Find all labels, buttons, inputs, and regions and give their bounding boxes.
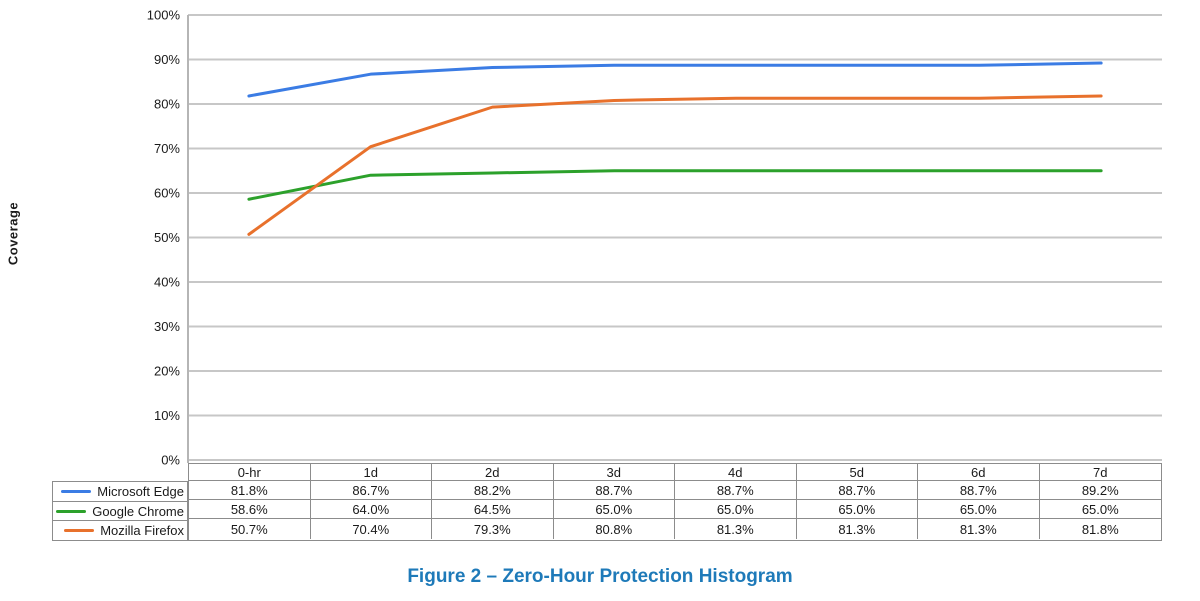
table-header-cell: 6d [918,464,1040,481]
chart-data-table: 0-hr 1d 2d 3d 4d 5d 6d 7d 81.8% 86.7% 88.2% 88.7% 88… [188,463,1162,541]
table-value-cell: 65.0% [918,500,1040,519]
table-value-cell: 64.5% [432,500,554,519]
y-tick-label: 60% [154,186,180,201]
table-value-cell: 50.7% [189,519,311,539]
table-value-cell: 80.8% [554,519,675,539]
table-header-cell: 2d [432,464,554,481]
legend-item-microsoft-edge: Microsoft Edge [53,482,187,502]
table-value-cell: 88.7% [553,481,675,500]
table-value-cell: 81.8% [1081,521,1119,537]
y-tick-label: 20% [154,364,180,379]
legend-line-swatch [61,489,92,493]
legend-line-swatch [64,529,95,533]
y-tick-label: 30% [154,319,180,334]
table-value-cell: 88.2% [432,481,554,500]
y-tick-label: 0% [161,453,180,468]
table-value-cell: 65.0% [553,500,675,519]
table-value-cell: 86.7% [310,481,432,500]
table-value-cell: 64.0% [310,500,432,519]
y-tick-label: 100% [147,8,181,23]
legend-label: Mozilla Firefox [100,523,184,539]
table-value-cell: 65.0% [796,500,918,519]
legend-line-swatch [56,509,87,513]
legend-item-mozilla-firefox: Mozilla Firefox [53,521,187,540]
table-value-cell: 65.0% [1039,500,1161,519]
table-value-cell: 89.2% [1039,481,1161,500]
y-tick-label: 10% [154,408,180,423]
table-value-cell: 65.0% [675,500,797,519]
chart-legend-column: Microsoft Edge Google Chrome Mozilla Firef… [52,481,188,541]
table-header-cell: 7d [1039,464,1161,481]
table-value-cell: 81.3% [918,519,1040,539]
table-value-cell: 70.4% [311,519,432,539]
table-header-cell: 1d [310,464,432,481]
y-tick-label: 80% [154,97,180,112]
legend-label: Google Chrome [92,503,184,519]
y-tick-label: 40% [154,275,180,290]
table-value-cell: 88.7% [796,481,918,500]
table-value-cell: 81.8% [189,481,311,500]
figure-caption: Figure 2 – Zero-Hour Protection Histogra… [407,566,793,587]
table-value-cell: 88.7% [918,481,1040,500]
table-value-cell: 88.7% [675,481,797,500]
zero-hour-protection-line-chart: 0% 10% 20% 30% 40% 50% 60% 70% 80% 90% 100% [147,8,1162,468]
table-header-cell: 3d [553,464,675,481]
table-value-cell: 81.3% [797,519,918,539]
table-header-cell: 5d [796,464,918,481]
y-tick-label: 50% [154,230,180,245]
table-header-cell: 0-hr [189,464,311,481]
legend-label: Microsoft Edge [97,483,184,499]
series-line-microsoft-edge [247,61,1103,98]
series-line-mozilla-firefox [247,94,1103,236]
table-value-cell: 81.3% [675,519,797,539]
table-value-cell: 79.3% [432,519,554,539]
y-tick-label: 70% [154,141,180,156]
series-line-google-chrome [247,169,1103,201]
legend-item-google-chrome: Google Chrome [53,502,187,522]
table-header-cell: 4d [675,464,797,481]
table-value-cell: 58.6% [189,500,311,519]
y-tick-label: 90% [154,52,180,67]
